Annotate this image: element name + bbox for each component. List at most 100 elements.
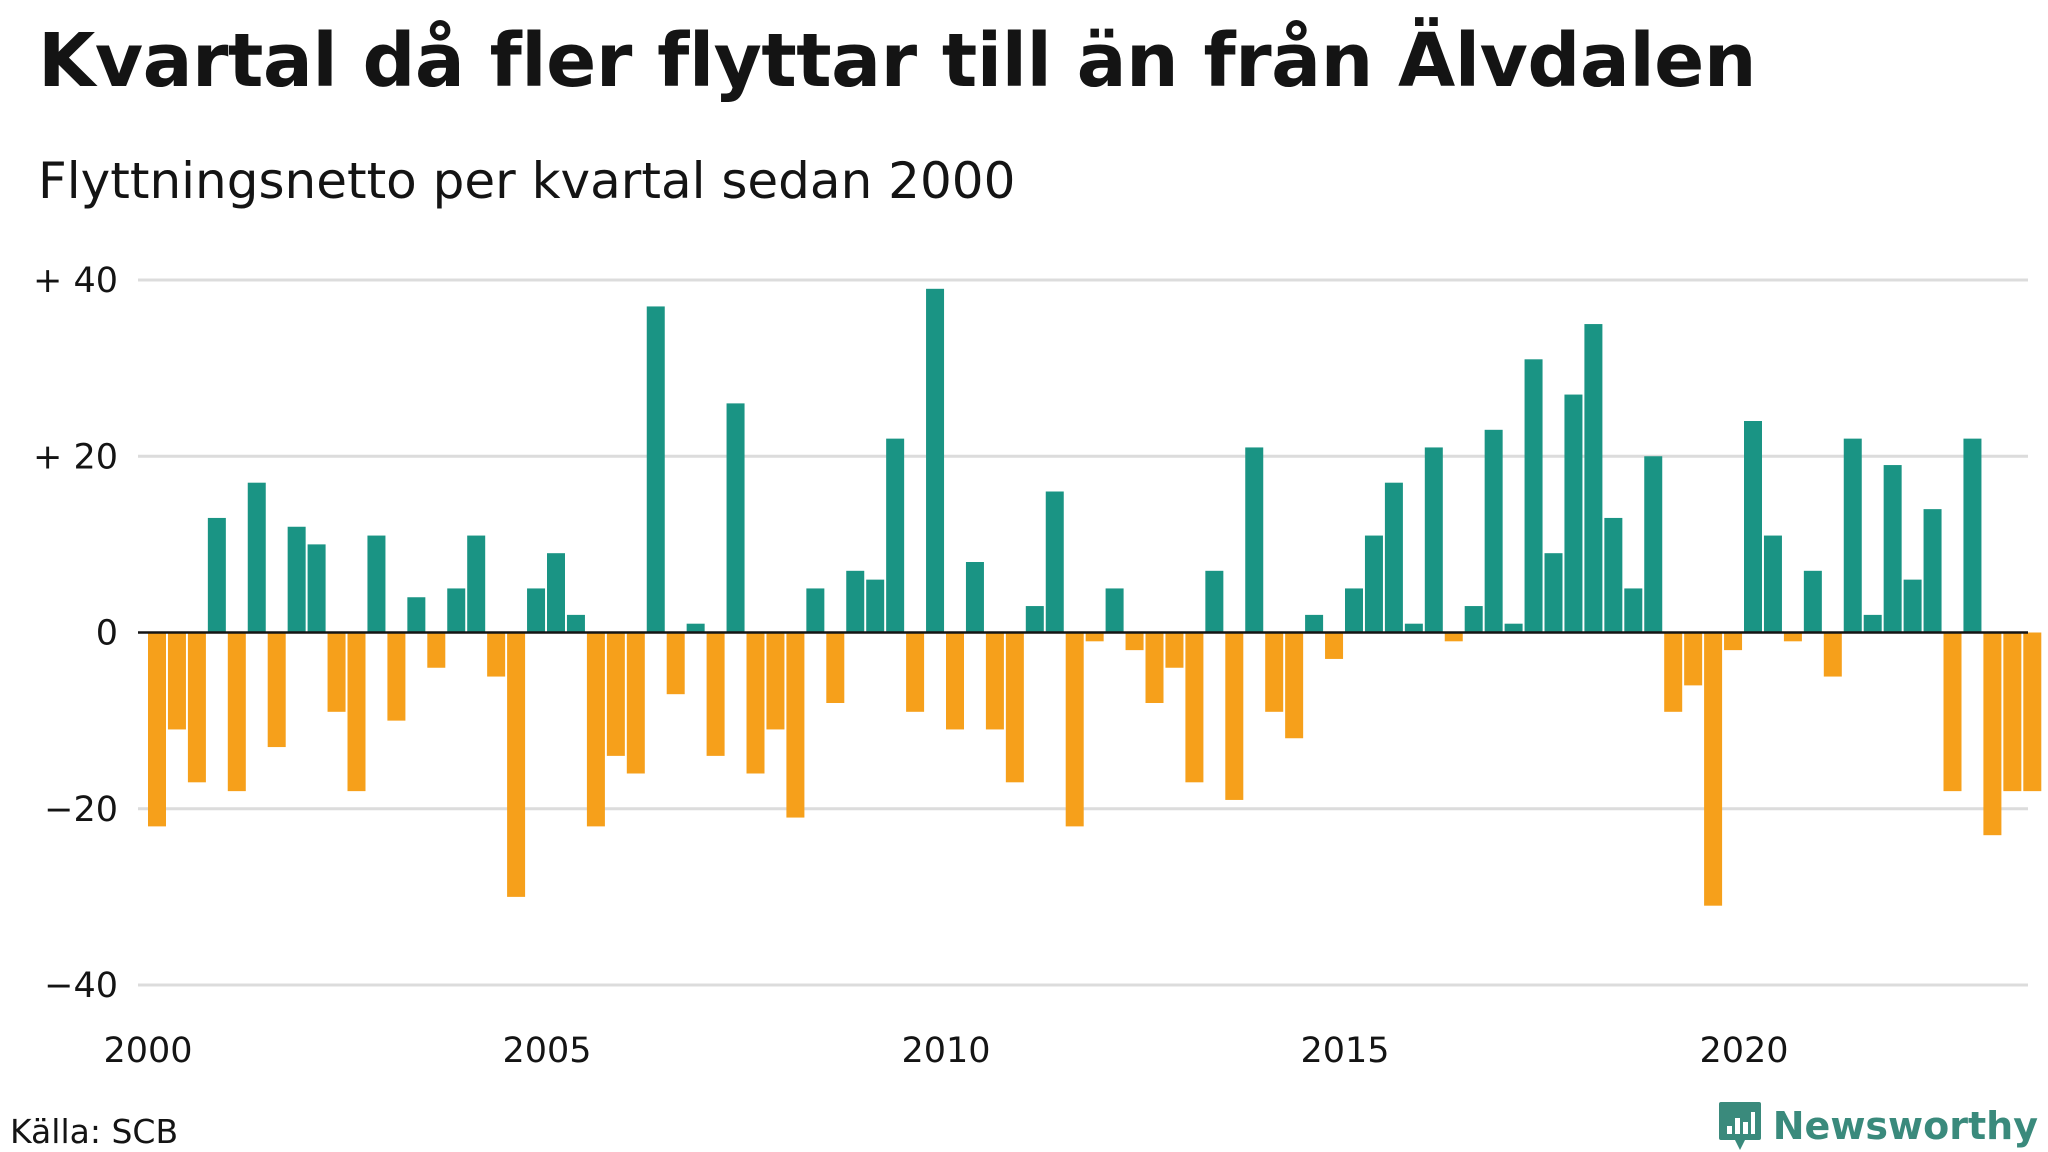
bar: 2015 Q1: 5 — [1345, 588, 1363, 633]
bar: 2003 Q1: -10 — [387, 632, 406, 721]
bar: 2007 Q3: -16 — [746, 632, 765, 774]
axes: + 40 + 20 0 −20 −40 2000 2005 2010 2015 2020 — [33, 261, 2028, 1071]
bar: 2009 Q2: 22 — [886, 438, 905, 633]
bar: 2012 Q3: -8 — [1145, 632, 1164, 703]
bar: 2015 Q2: 11 — [1364, 535, 1383, 633]
bar: 2021 Q1: -5 — [1823, 632, 1842, 677]
bar: 2011 Q3: -22 — [1065, 632, 1084, 827]
bar: 2000 Q1: -22 — [148, 632, 166, 827]
bar: 2011 Q4: -1 — [1085, 632, 1104, 642]
bar: 2008 Q3: -8 — [826, 632, 845, 703]
bar: 2020 Q2: 11 — [1763, 535, 1782, 633]
bar: 2006 Q1: -16 — [626, 632, 645, 774]
bar: 2010 Q4: -17 — [1005, 632, 1024, 783]
bar: 2023 Q1: -23 — [1983, 632, 2002, 836]
bar: 2018 Q2: 13 — [1604, 517, 1623, 633]
x-tick-label: 2010 — [901, 1031, 990, 1071]
bar: 2022 Q2: 14 — [1923, 509, 1942, 633]
x-tick-label: 2015 — [1300, 1031, 1389, 1071]
bar: 2005 Q4: -14 — [606, 632, 625, 756]
bar: 2002 Q3: -18 — [347, 632, 366, 792]
bar: 2013 Q2: 7 — [1205, 570, 1224, 633]
bar: 2001 Q3: -13 — [267, 632, 286, 748]
bar: 2004 Q2: -5 — [487, 632, 506, 677]
bar: 2006 Q4: 1 — [686, 623, 705, 633]
bar: 2013 Q3: -19 — [1225, 632, 1244, 800]
x-tick-label: 2005 — [502, 1031, 591, 1071]
bar: 2000 Q2: -11 — [167, 632, 186, 730]
bar: 2006 Q3: -7 — [666, 632, 685, 695]
bar: 2008 Q4: 7 — [846, 570, 865, 633]
bar: 2021 Q4: 19 — [1883, 465, 1902, 633]
x-tick-label: 2020 — [1699, 1031, 1788, 1071]
bar: 2022 Q1: 6 — [1903, 579, 1922, 633]
bar: 2018 Q1: 35 — [1584, 324, 1603, 633]
bar: 2006 Q2: 37 — [646, 306, 665, 633]
bar: 2009 Q1: 6 — [866, 579, 885, 633]
bar: 2001 Q2: 17 — [247, 482, 266, 633]
bar: 2010 Q3: -11 — [985, 632, 1004, 730]
bar: 2023 Q2: -18 — [2003, 632, 2022, 792]
bar: 2016 Q3: 3 — [1464, 606, 1483, 633]
bar: 2003 Q2: 4 — [407, 597, 426, 633]
brand-logo[interactable]: Newsworthy — [1717, 1100, 2038, 1152]
bar: 2014 Q4: -3 — [1325, 632, 1344, 659]
x-tick-label: 2000 — [103, 1031, 192, 1071]
bar: 2019 Q3: -31 — [1704, 632, 1723, 906]
bar: 2007 Q1: -14 — [706, 632, 725, 756]
bar: 2014 Q1: -9 — [1265, 632, 1284, 712]
bars: 2000 Q1: -222000 Q2: -112000 Q3: -172000… — [148, 288, 2042, 906]
bar: 2005 Q1: 9 — [547, 553, 565, 633]
bar: 2022 Q4: 22 — [1963, 438, 1982, 633]
bar: 2002 Q2: -9 — [327, 632, 346, 712]
bar: 2012 Q2: -2 — [1125, 632, 1144, 651]
bar: 2003 Q3: -4 — [427, 632, 446, 668]
newsworthy-logo-icon — [1718, 1102, 1761, 1150]
bar: 2007 Q4: -11 — [766, 632, 785, 730]
bar: 2019 Q1: -9 — [1664, 632, 1683, 712]
bar: 2014 Q3: 2 — [1305, 614, 1324, 633]
bar: 2017 Q1: 1 — [1504, 623, 1523, 633]
bar: 2023 Q3: -18 — [2023, 632, 2042, 792]
bar: 2001 Q1: -18 — [227, 632, 246, 792]
bar: 2020 Q1: 24 — [1744, 421, 1762, 633]
bar: 2009 Q4: 39 — [926, 288, 945, 633]
bar: 2000 Q3: -17 — [187, 632, 206, 783]
y-tick-label: + 40 — [33, 261, 118, 301]
y-tick-label: + 20 — [33, 437, 118, 477]
bar: 2008 Q1: -21 — [786, 632, 805, 818]
bar: 2003 Q4: 5 — [447, 588, 466, 633]
bar: 2020 Q4: 7 — [1803, 570, 1822, 633]
chart-subtitle: Flyttningsnetto per kvartal sedan 2000 — [38, 152, 1016, 210]
bar: 2005 Q2: 2 — [566, 614, 585, 633]
bar: 2007 Q2: 26 — [726, 403, 745, 633]
bar: 2019 Q2: -6 — [1684, 632, 1703, 686]
bar: 2002 Q1: 10 — [307, 544, 326, 633]
source-note: Källa: SCB — [10, 1112, 179, 1151]
bar: 2017 Q3: 9 — [1544, 553, 1563, 633]
bar: 2016 Q4: 23 — [1484, 429, 1503, 633]
bar: 2011 Q2: 16 — [1045, 491, 1064, 633]
bar: 2010 Q1: -11 — [946, 632, 964, 730]
bar: 2021 Q3: 2 — [1863, 614, 1882, 633]
bar: 2009 Q3: -9 — [906, 632, 925, 712]
bar: 2010 Q2: 8 — [965, 562, 984, 633]
bar: 2008 Q2: 5 — [806, 588, 825, 633]
bar: 2018 Q4: 20 — [1644, 456, 1663, 633]
bar: 2018 Q3: 5 — [1624, 588, 1643, 633]
bar: 2016 Q1: 21 — [1424, 447, 1443, 633]
bar: 2017 Q4: 27 — [1564, 394, 1583, 633]
bar: 2019 Q4: -2 — [1724, 632, 1743, 651]
bar: 2021 Q2: 22 — [1843, 438, 1862, 633]
brand-name: Newsworthy — [1772, 1104, 2038, 1148]
bar: 2005 Q3: -22 — [586, 632, 605, 827]
bar: 2002 Q4: 11 — [367, 535, 386, 633]
bar: 2015 Q3: 17 — [1384, 482, 1403, 633]
bar: 2017 Q2: 31 — [1524, 359, 1543, 633]
chart-title: Kvartal då fler flyttar till än från Älv… — [38, 18, 1757, 104]
bar: 2000 Q4: 13 — [207, 517, 226, 633]
bar: 2001 Q4: 12 — [287, 526, 306, 633]
bar: 2022 Q3: -18 — [1943, 632, 1962, 792]
bar: 2014 Q2: -12 — [1285, 632, 1304, 739]
